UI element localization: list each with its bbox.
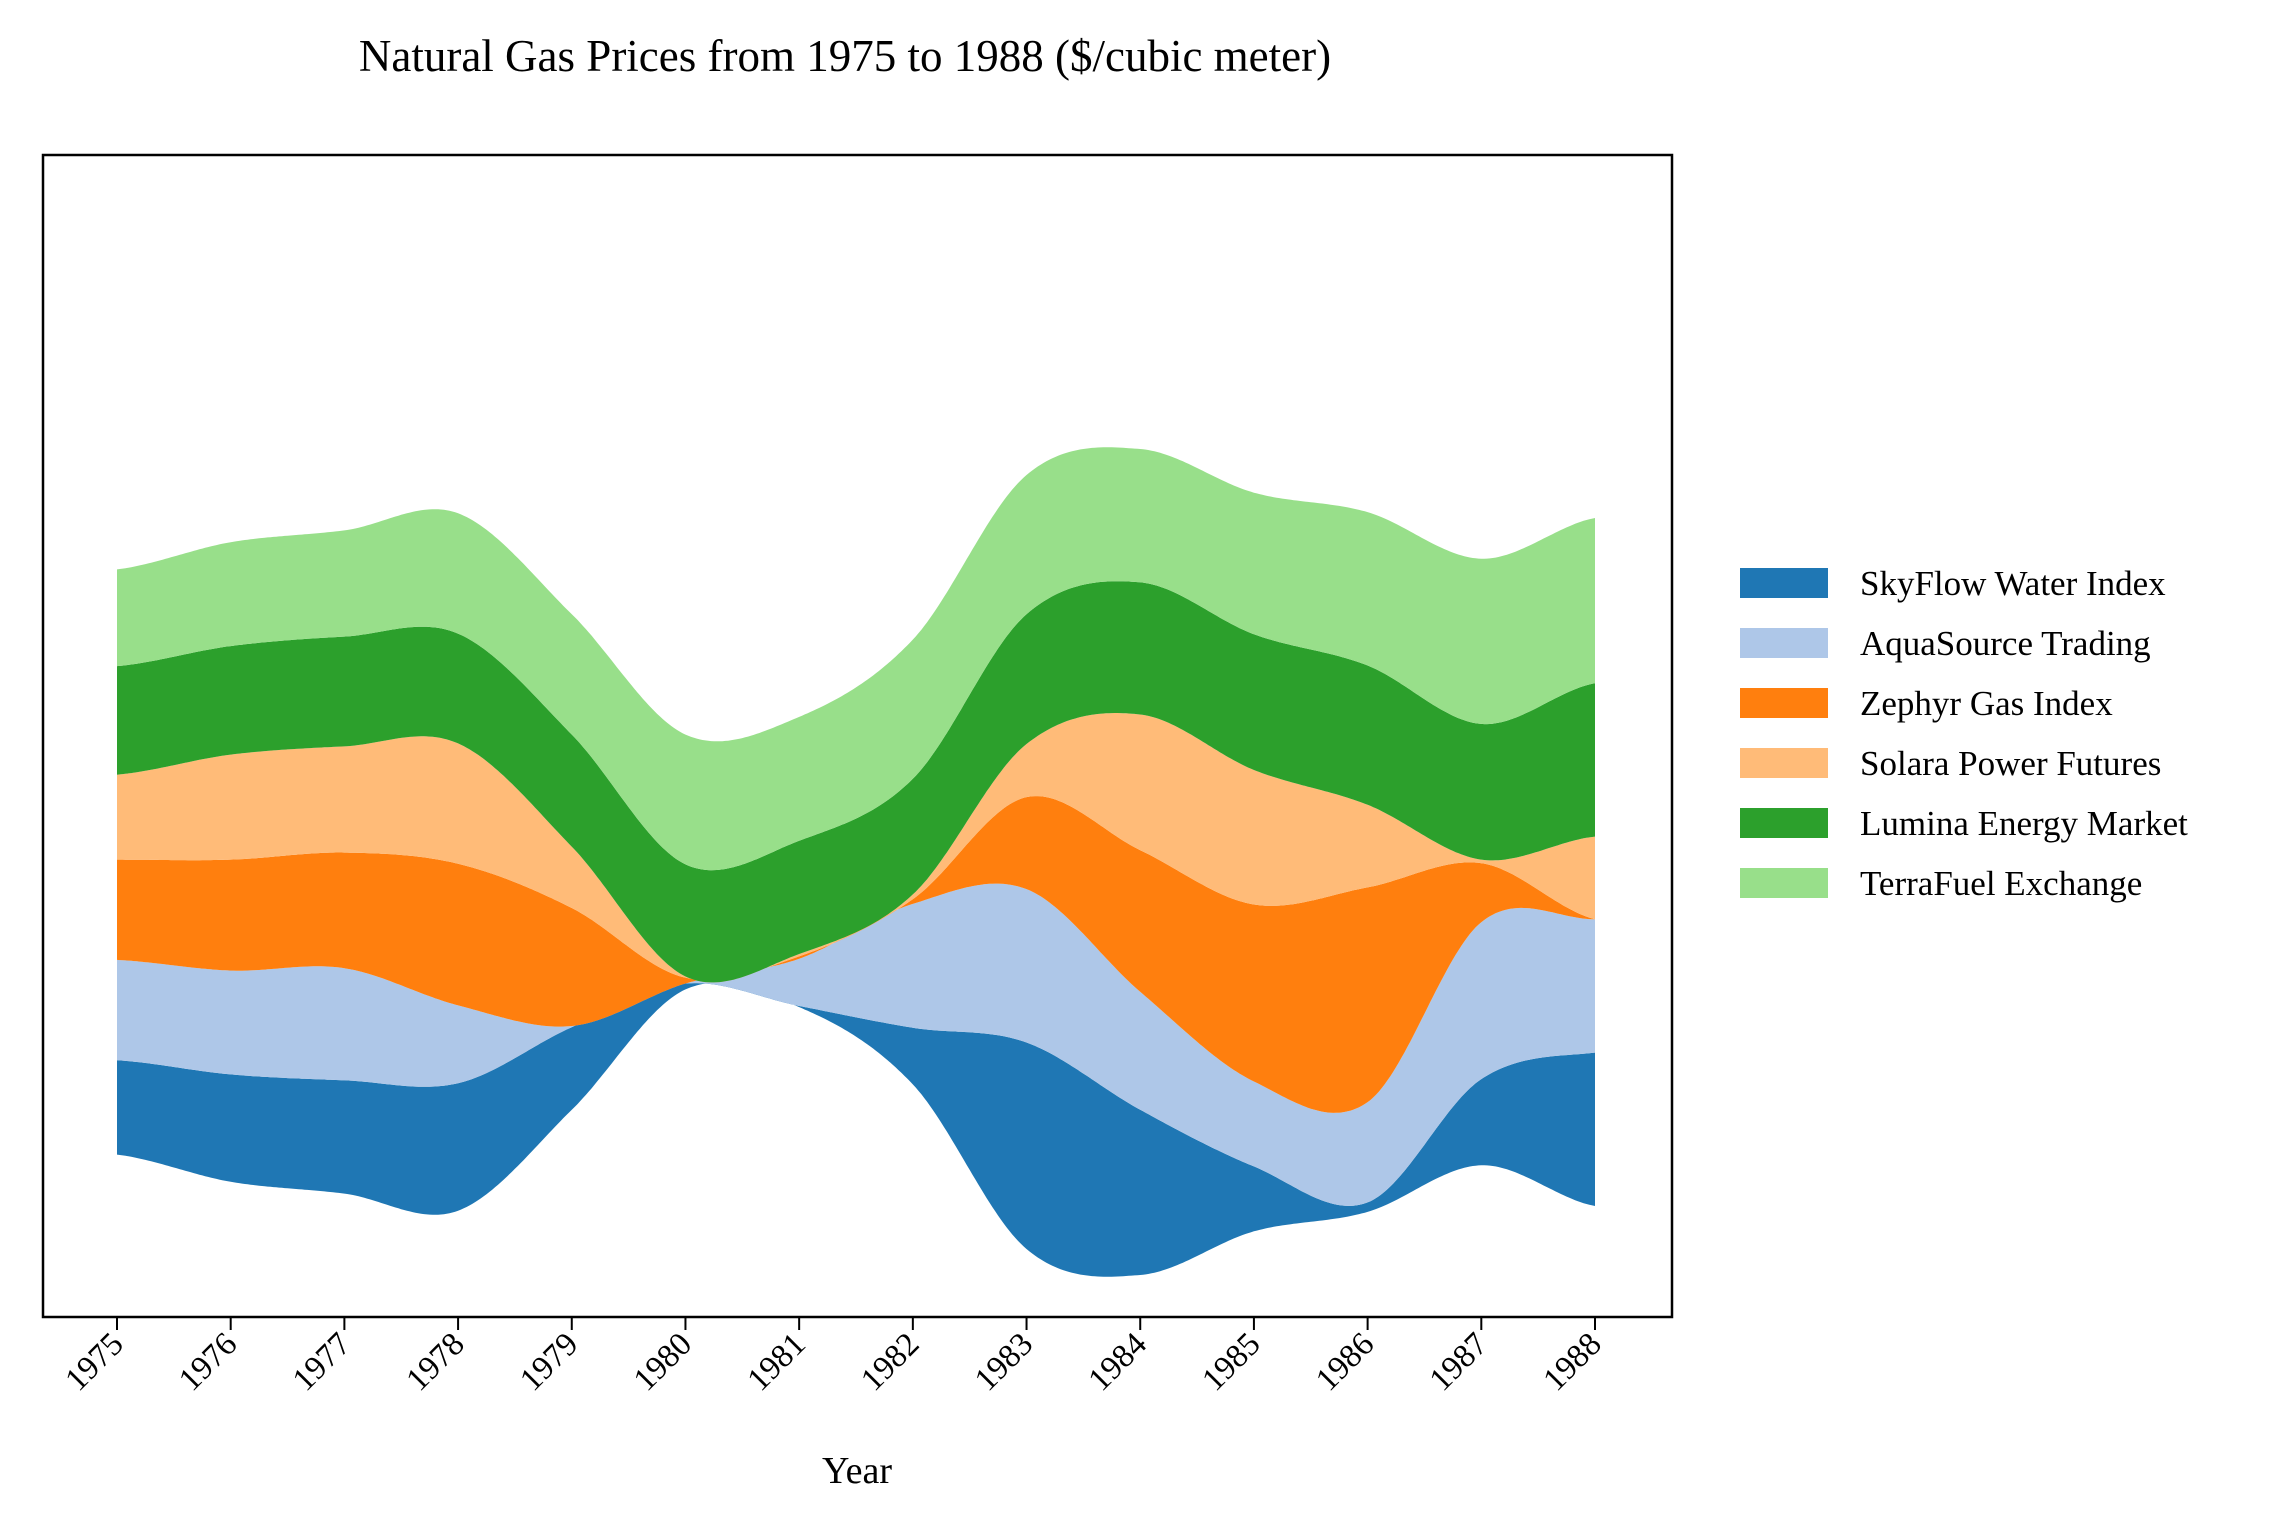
stream-lumina-energy-market: [117, 581, 1595, 983]
legend-label: Lumina Energy Market: [1860, 804, 2188, 843]
x-tick-label: 1975: [59, 1326, 131, 1398]
x-tick-label: 1987: [1423, 1326, 1495, 1398]
plot-frame: [41, 153, 1674, 1319]
legend-label: Zephyr Gas Index: [1860, 684, 2113, 723]
legend-label: TerraFuel Exchange: [1860, 864, 2142, 903]
x-tick-label: 1981: [741, 1326, 813, 1398]
legend-label: AquaSource Trading: [1860, 624, 2151, 663]
stream-layers: [117, 447, 1595, 1277]
chart-title: Natural Gas Prices from 1975 to 1988 ($/…: [359, 31, 1331, 81]
legend-swatch: [1740, 628, 1828, 658]
x-tick-label: 1979: [513, 1326, 585, 1398]
stream-zephyr-gas-index: [117, 796, 1595, 1113]
legend-swatch: [1740, 868, 1828, 898]
legend-swatch: [1740, 568, 1828, 598]
stream-skyflow-water-index: [117, 982, 1595, 1277]
legend-swatch: [1740, 808, 1828, 838]
x-tick-label: 1977: [286, 1326, 358, 1398]
x-tick-label: 1982: [854, 1326, 926, 1398]
x-tick-label: 1988: [1537, 1326, 1609, 1398]
x-tick-label: 1986: [1309, 1326, 1381, 1398]
x-axis-ticks: 1975 1976 1977 1978 1979 1980 1981 1982 1983 1984…: [59, 1317, 1609, 1398]
legend-swatch: [1740, 748, 1828, 778]
x-tick-label: 1976: [172, 1326, 244, 1398]
x-tick-label: 1978: [400, 1326, 472, 1398]
legend-label: SkyFlow Water Index: [1860, 564, 2166, 603]
x-tick-label: 1984: [1082, 1326, 1154, 1398]
legend: SkyFlow Water Index AquaSource Trading Zep…: [1740, 564, 2188, 903]
x-tick-label: 1985: [1195, 1326, 1267, 1398]
stream-aquasource-trading: [117, 883, 1595, 1206]
legend-label: Solara Power Futures: [1860, 744, 2161, 783]
stream-solara-power-futures: [117, 713, 1595, 983]
stream-terrafuel-exchange: [117, 447, 1595, 871]
x-tick-label: 1983: [968, 1326, 1040, 1398]
x-axis-label: Year: [822, 1450, 892, 1492]
x-tick-label: 1980: [627, 1326, 699, 1398]
legend-swatch: [1740, 688, 1828, 718]
